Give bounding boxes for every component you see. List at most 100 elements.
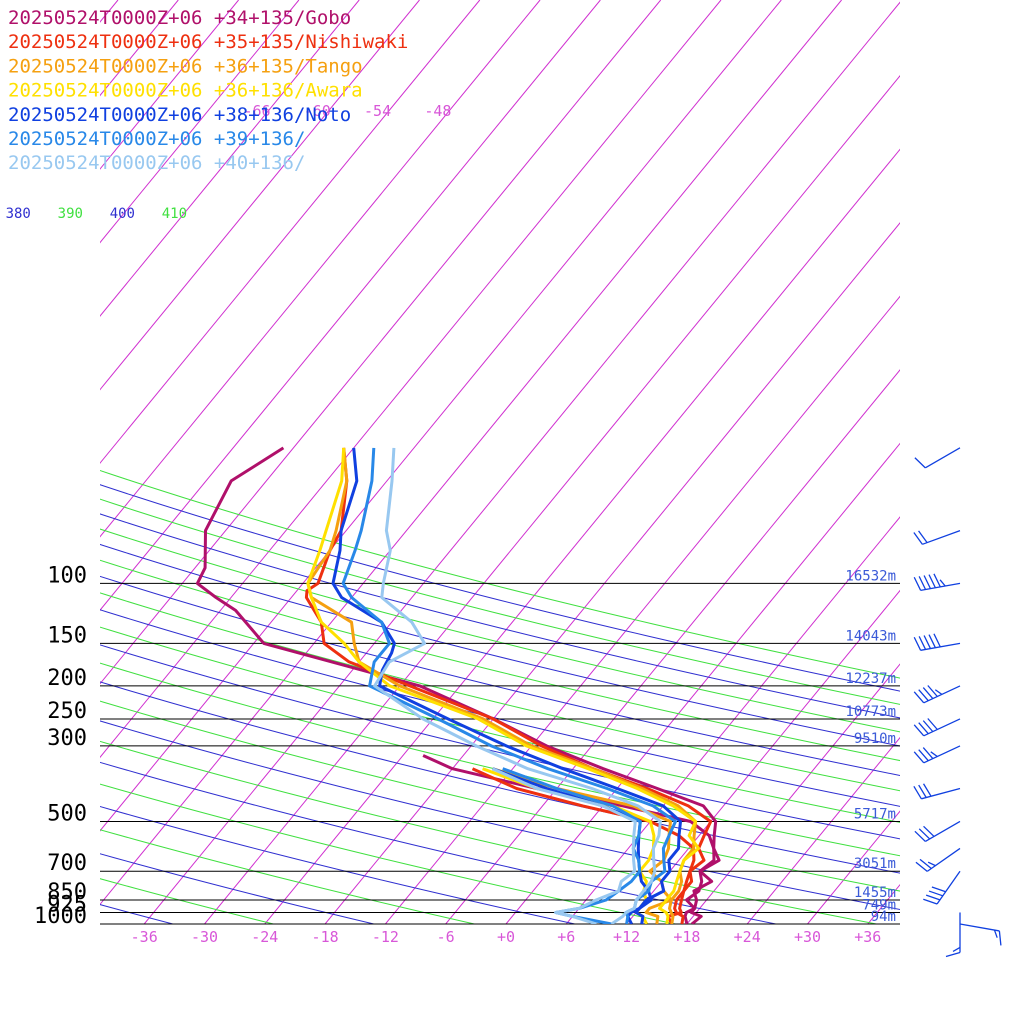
legend-entry-4: 20250524T0000Z+06 +38+136/Noto (8, 104, 351, 126)
pressure-label: 850 (47, 880, 87, 905)
wind-barb-feather (928, 634, 936, 649)
temperature-tick-label: +36 (854, 928, 881, 946)
wind-barb (913, 783, 961, 800)
height-label: 3051m (854, 856, 896, 872)
height-label: 5717m (854, 806, 896, 822)
height-label: 94m (871, 909, 896, 925)
chart-grid (100, 0, 1024, 924)
legend-entry-5: 20250524T0000Z+06 +39+136/ (8, 128, 305, 150)
temperature-line-4 (331, 447, 682, 924)
wind-barb-feather (928, 890, 944, 897)
wind-barb-feather (918, 828, 931, 840)
isotherm-line (143, 1, 900, 924)
wind-barb (913, 685, 961, 704)
wind-barb (914, 820, 961, 843)
legend-entry-1: 20250524T0000Z+06 +35+135/Nishiwaki (8, 31, 408, 53)
wind-barb-feather (918, 784, 927, 798)
pressure-label: 925 (47, 892, 87, 917)
wind-barb-feather (918, 530, 928, 543)
dry-adiabat-line (100, 740, 877, 924)
wind-barb-feather (927, 685, 938, 697)
wind-barb-feather (919, 858, 932, 870)
isotherm-line (100, 0, 239, 170)
isotherm-line (264, 148, 900, 924)
wind-barb-feather (913, 751, 925, 764)
isotherm-line (385, 295, 900, 924)
wind-barb-feather (922, 783, 932, 797)
wind-barb-feather (922, 720, 934, 733)
legend-entry-3: 20250524T0000Z+06 +36+136/Awara (8, 80, 363, 102)
pressure-label: 250 (47, 699, 87, 724)
wind-barb-feather (923, 575, 932, 589)
wind-barb-feather (952, 946, 961, 953)
wind-barb-feather (913, 724, 925, 737)
isotherm-line (445, 369, 900, 924)
legend-entry-2: 20250524T0000Z+06 +36+135/Tango (8, 55, 363, 77)
wind-barb-feather (918, 689, 929, 702)
wind-barb-feather (928, 574, 936, 589)
pressure-label: 200 (47, 666, 87, 691)
dry-adiabat-line (100, 761, 776, 924)
wind-barb-feather (945, 951, 961, 958)
upper-isotherm-label: -54 (364, 102, 391, 120)
wind-barb-feather (933, 633, 941, 648)
sounding-series (195, 446, 721, 924)
temperature-tick-label: -12 (372, 928, 399, 946)
dry-adiabat-line (100, 644, 900, 840)
wind-barb-shaft (925, 447, 961, 469)
temperature-tick-label: -30 (191, 928, 218, 946)
dewpoint-line-6 (491, 767, 637, 924)
isotherm-line (867, 883, 900, 924)
temperature-tick-label: +24 (734, 928, 761, 946)
wind-barb-shaft (923, 718, 961, 737)
height-label: 14043m (845, 628, 896, 644)
wind-barb-feather (998, 930, 1002, 946)
pressure-label: 1000 (34, 904, 87, 929)
wind-barb-feather (925, 894, 941, 901)
isotherm-line (565, 516, 900, 924)
wind-barb (959, 923, 1002, 946)
wind-barb (913, 530, 961, 545)
height-label: 12237m (845, 671, 896, 687)
pressure-label: 150 (47, 623, 87, 648)
isotherm-line (626, 589, 900, 924)
wind-barb-feather (922, 747, 934, 760)
wind-barb (913, 573, 961, 591)
height-label: 16532m (845, 568, 896, 584)
legend-entry-6: 20250524T0000Z+06 +40+136/ (8, 152, 305, 174)
temperature-tick-label: +12 (613, 928, 640, 946)
wind-barb-feather (931, 886, 946, 893)
wind-barb-feather (915, 861, 928, 872)
wind-barb-feather (933, 573, 941, 588)
pressure-label: 700 (47, 851, 87, 876)
wind-barb-feather (922, 687, 934, 700)
wind-barb-shaft (936, 870, 961, 905)
wind-barb-feather (914, 830, 926, 842)
theta-label: 390 (58, 206, 83, 222)
wind-barb-feather (934, 689, 943, 695)
dry-adiabat-line (100, 720, 900, 911)
wind-barb-feather (923, 635, 932, 649)
temperature-tick-label: +0 (497, 928, 515, 946)
height-label: 10773m (845, 704, 896, 720)
wind-barb-feather (930, 751, 938, 758)
wind-barb-shaft (959, 923, 1000, 932)
pressure-label: 500 (47, 801, 87, 826)
isotherm-line (928, 0, 1024, 924)
wind-barb-shaft (926, 847, 961, 872)
pressure-label: 100 (47, 563, 87, 588)
dry-adiabat-line (100, 681, 900, 874)
isotherm-line (807, 810, 900, 924)
isotherm-line (100, 0, 360, 317)
temperature-tick-label: -24 (251, 928, 278, 946)
wind-barb-feather (923, 898, 938, 905)
wind-barb (913, 633, 961, 651)
wind-barb (913, 718, 961, 737)
wind-barb-feather (923, 825, 935, 837)
isotherm-line (204, 75, 900, 924)
dry-adiabat-line (100, 575, 900, 776)
wind-barb (923, 870, 961, 905)
wind-barb-feather (918, 576, 927, 590)
